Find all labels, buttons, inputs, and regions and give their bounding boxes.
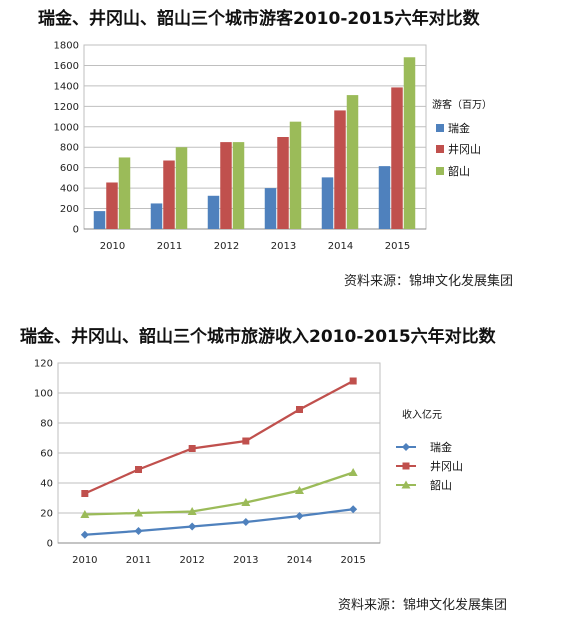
chart-title-visitors: 瑞金、井冈山、韶山三个城市游客2010-2015六年对比数 [38, 9, 480, 29]
bar [150, 203, 163, 229]
bar [289, 121, 302, 229]
data-point [135, 466, 142, 473]
legend-swatch [436, 167, 444, 175]
legend-label: 韶山 [430, 478, 452, 492]
data-point [134, 527, 143, 535]
series-line [84, 380, 354, 495]
bar [175, 147, 188, 229]
data-point [188, 445, 196, 452]
data-point [81, 490, 89, 497]
legend-label: 瑞金 [448, 121, 470, 135]
bar [403, 57, 416, 230]
x-tick-label: 2010 [100, 241, 125, 252]
data-point [402, 443, 410, 451]
data-point [401, 480, 411, 489]
data-point [348, 468, 358, 476]
y-tick-label: 400 [60, 184, 79, 195]
legend-swatch [436, 124, 444, 132]
x-tick-label: 2015 [340, 555, 365, 566]
data-point [402, 462, 410, 470]
y-tick-label: 0 [47, 539, 53, 550]
x-tick-label: 2011 [157, 241, 182, 252]
data-point [187, 507, 197, 515]
y-tick-label: 800 [60, 143, 79, 154]
series-line [84, 471, 354, 516]
data-point [241, 518, 250, 526]
bar [163, 160, 175, 229]
bar [334, 110, 346, 229]
x-tick-label: 2010 [72, 555, 97, 566]
bar [93, 211, 106, 229]
bar [106, 182, 118, 229]
data-point [349, 377, 357, 385]
bar [321, 177, 334, 229]
y-tick-label: 20 [40, 509, 53, 520]
bar [220, 142, 232, 229]
data-point [80, 510, 90, 518]
legend-label: 韶山 [448, 164, 470, 178]
y-tick-label: 1800 [54, 41, 79, 52]
y-tick-label: 1000 [54, 122, 79, 133]
source-note-visitors: 资料来源：锦坤文化发展集团 [344, 274, 514, 289]
x-tick-label: 2015 [385, 241, 410, 252]
x-tick-label: 2012 [214, 241, 239, 252]
data-point [188, 522, 197, 531]
legend-swatch [436, 145, 444, 153]
series-line [84, 508, 354, 536]
data-point [295, 512, 304, 520]
data-point [296, 406, 303, 413]
legend-label: 井冈山 [430, 459, 463, 473]
chart-title-revenue: 瑞金、井冈山、韶山三个城市旅游收入2010-2015六年对比数 [20, 327, 496, 347]
y-tick-label: 1600 [54, 61, 79, 72]
x-tick-label: 2014 [328, 241, 353, 252]
legend-title: 游客（百万） [432, 98, 492, 111]
data-point [134, 508, 143, 517]
plot-area [83, 44, 427, 230]
source-note-revenue: 资料来源：锦坤文化发展集团 [338, 598, 508, 613]
x-tick-label: 2012 [179, 555, 204, 566]
bar [391, 87, 403, 229]
y-tick-label: 120 [34, 359, 53, 370]
y-tick-label: 80 [40, 419, 53, 430]
bar [264, 188, 277, 229]
y-tick-label: 0 [73, 225, 79, 236]
bar [277, 137, 289, 229]
y-tick-label: 100 [34, 389, 53, 400]
data-point [242, 437, 250, 445]
y-tick-label: 40 [40, 479, 53, 490]
x-tick-label: 2013 [233, 555, 258, 566]
y-tick-label: 1200 [54, 102, 79, 113]
y-tick-label: 600 [60, 163, 79, 174]
data-point [80, 530, 89, 539]
legend-label: 井冈山 [448, 142, 481, 156]
bar [378, 166, 391, 229]
y-tick-label: 200 [60, 204, 79, 215]
x-tick-label: 2013 [271, 241, 296, 252]
bar [346, 95, 359, 229]
y-tick-label: 60 [40, 449, 53, 460]
legend-title: 收入亿元 [402, 408, 442, 421]
data-point [295, 486, 304, 494]
x-tick-label: 2011 [126, 555, 151, 566]
data-point [241, 498, 251, 506]
bar [232, 142, 245, 229]
y-tick-label: 1400 [54, 81, 79, 92]
bar [118, 157, 131, 229]
legend-label: 瑞金 [430, 440, 452, 454]
bar [207, 195, 220, 229]
data-point [349, 505, 358, 514]
x-tick-label: 2014 [287, 555, 312, 566]
